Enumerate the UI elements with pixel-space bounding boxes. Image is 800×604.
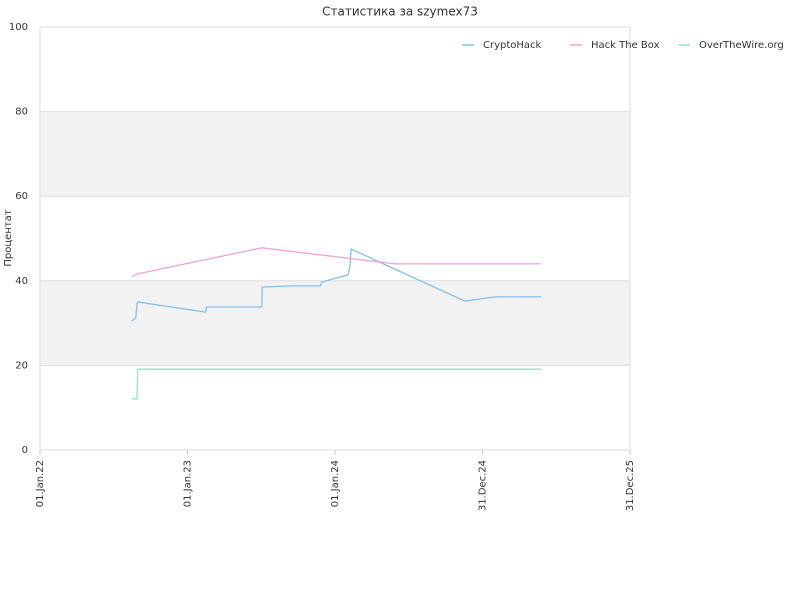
- series-line: [131, 248, 542, 322]
- y-axis-label: Процентат: [3, 209, 14, 266]
- y-tick-label: 40: [15, 276, 28, 287]
- series-line: [131, 247, 542, 278]
- x-tick-label: 01.Jan.24: [330, 460, 341, 507]
- legend-item: Hack The Box: [570, 40, 660, 51]
- legend-label: Hack The Box: [591, 40, 660, 51]
- series-line: [131, 368, 542, 400]
- grid-band: [40, 111, 630, 197]
- y-tick-label: 60: [15, 191, 28, 202]
- legend-item: CryptoHack: [462, 40, 542, 51]
- y-tick-label: 80: [15, 107, 28, 118]
- x-tick-label: 31.Dec.24: [478, 460, 489, 511]
- y-tick-label: 20: [15, 360, 28, 371]
- y-tick-label: 0: [22, 445, 28, 456]
- legend-label: OverTheWire.org: [699, 40, 784, 51]
- legend-label: CryptoHack: [483, 40, 542, 51]
- y-tick-label: 100: [9, 22, 28, 33]
- chart-title: Статистика за szymex73: [322, 5, 478, 19]
- x-tick-label: 01.Jan.23: [183, 460, 194, 507]
- x-tick-label: 31.Dec.25: [625, 460, 636, 511]
- grid-band: [40, 280, 630, 366]
- x-tick-label: 01.Jan.22: [35, 460, 46, 507]
- legend-item: OverTheWire.org: [678, 40, 784, 51]
